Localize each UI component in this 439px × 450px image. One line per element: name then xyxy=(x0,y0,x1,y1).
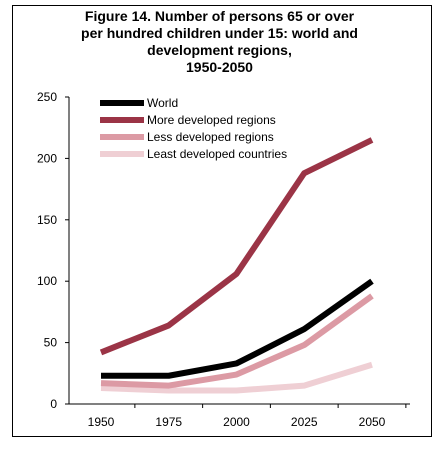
y-tick-label: 250 xyxy=(37,90,57,104)
x-tick-label: 2050 xyxy=(359,415,386,429)
x-tick-label: 1950 xyxy=(88,415,115,429)
x-tick-label: 2025 xyxy=(291,415,318,429)
y-tick-label: 200 xyxy=(37,151,57,165)
legend-label-world: World xyxy=(147,96,178,110)
chart-title: Figure 14. Number of persons 65 or over … xyxy=(0,8,439,76)
legend: World More developed regions Less develope… xyxy=(100,96,287,161)
chart-title-line-1: Figure 14. Number of persons 65 or over xyxy=(84,8,355,24)
series-lines xyxy=(99,137,374,394)
x-tick-label: 2000 xyxy=(223,415,250,429)
series-line-more-developed-regions xyxy=(99,137,374,356)
chart-axes xyxy=(68,97,410,405)
legend-label-more-developed-regions: More developed regions xyxy=(147,113,276,127)
x-tick-label: 1975 xyxy=(155,415,182,429)
y-tick-label: 50 xyxy=(44,336,58,350)
chart-title-line-2: per hundred children under 15: world and xyxy=(81,25,358,41)
legend-label-less-developed-regions: Less developed regions xyxy=(147,130,274,144)
y-tick-label: 150 xyxy=(37,213,57,227)
chart-title-line-3: development regions, xyxy=(147,42,292,58)
legend-label-least-developed-countries: Least developed countries xyxy=(147,147,287,161)
chart-title-line-4: 1950-2050 xyxy=(186,59,253,75)
y-tick-label: 0 xyxy=(50,397,57,411)
y-axis-ticks: 0 50 100 150 200 250 xyxy=(37,90,69,411)
x-axis-ticks: 1950 1975 2000 2025 2050 xyxy=(88,404,407,429)
y-tick-label: 100 xyxy=(37,274,57,288)
